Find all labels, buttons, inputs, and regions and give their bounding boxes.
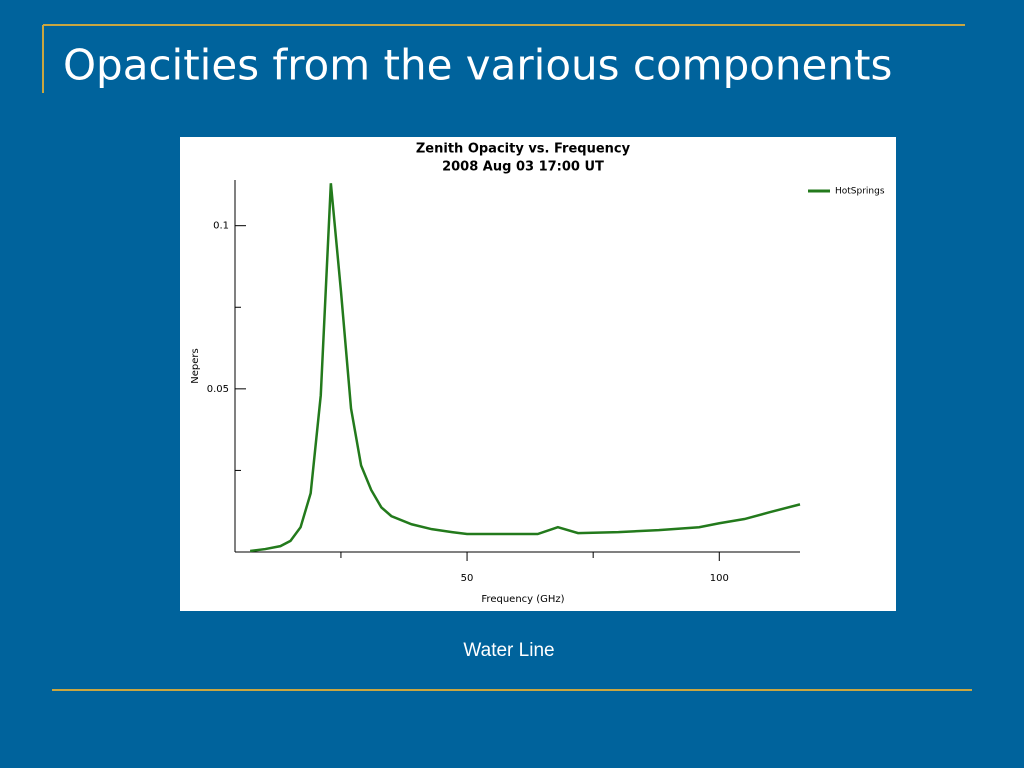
slide-title: Opacities from the various components — [63, 41, 892, 90]
y-tick-label: 0.05 — [207, 384, 229, 395]
y-axis-label: Nepers — [190, 348, 201, 383]
chart-background — [180, 137, 896, 611]
legend-label: HotSprings — [835, 187, 885, 197]
chart-title: Zenith Opacity vs. Frequency — [416, 142, 631, 157]
chart-subtitle: 2008 Aug 03 17:00 UT — [442, 160, 604, 175]
x-axis-label: Frequency (GHz) — [481, 594, 564, 605]
x-tick-label: 100 — [710, 573, 729, 584]
y-tick-label: 0.1 — [213, 221, 229, 232]
data-line — [249, 183, 801, 553]
caption: Water Line — [463, 640, 554, 661]
x-tick-label: 50 — [461, 573, 474, 584]
